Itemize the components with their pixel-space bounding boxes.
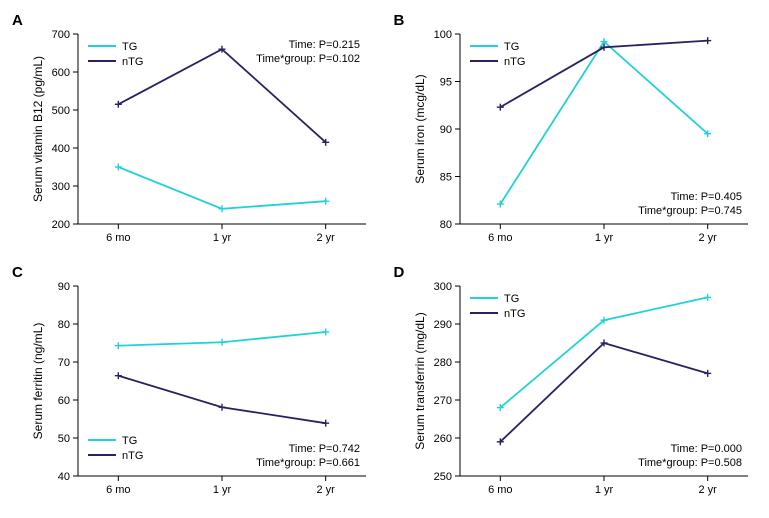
svg-text:nTG: nTG <box>122 56 143 68</box>
svg-text:1 yr: 1 yr <box>213 484 232 496</box>
panel-B: B 80 85 90 95 100 6 mo 1 yr 2 yr Serum iron (mcg… <box>394 12 758 254</box>
panel-D: D 250 260 270 280 290 300 6 mo 1 yr 2 yr Serum tr… <box>394 264 758 506</box>
chart-grid: A 200 300 400 500 600 700 6 mo 1 yr 2 yr Serum vi… <box>12 12 757 506</box>
svg-text:Serum vitamin B12 (pg/mL): Serum vitamin B12 (pg/mL) <box>31 56 45 202</box>
svg-text:nTG: nTG <box>122 450 143 462</box>
svg-text:Time*group: P=0.661: Time*group: P=0.661 <box>256 457 360 469</box>
panel-B-chart: 80 85 90 95 100 6 mo 1 yr 2 yr Serum iron (mcg/d… <box>410 28 754 250</box>
svg-text:TG: TG <box>504 41 519 53</box>
svg-text:50: 50 <box>58 433 70 445</box>
svg-text:Time: P=0.215: Time: P=0.215 <box>289 39 360 51</box>
svg-text:Time: P=0.405: Time: P=0.405 <box>670 191 741 203</box>
svg-text:600: 600 <box>52 67 70 79</box>
svg-text:Serum iron (mcg/dL): Serum iron (mcg/dL) <box>413 74 427 183</box>
svg-text:280: 280 <box>433 357 451 369</box>
svg-text:6 mo: 6 mo <box>488 232 512 244</box>
svg-text:2 yr: 2 yr <box>698 232 717 244</box>
svg-text:1 yr: 1 yr <box>594 232 613 244</box>
svg-text:250: 250 <box>433 471 451 483</box>
svg-text:1 yr: 1 yr <box>213 232 232 244</box>
svg-text:TG: TG <box>504 293 519 305</box>
svg-text:nTG: nTG <box>504 308 525 320</box>
svg-text:Time: P=0.000: Time: P=0.000 <box>670 443 741 455</box>
svg-text:300: 300 <box>52 181 70 193</box>
panel-C-label: C <box>12 264 23 281</box>
panel-D-label: D <box>394 264 405 281</box>
panel-A-chart: 200 300 400 500 600 700 6 mo 1 yr 2 yr Serum vita… <box>28 28 372 250</box>
svg-text:Time*group: P=0.508: Time*group: P=0.508 <box>638 457 742 469</box>
svg-text:1 yr: 1 yr <box>594 484 613 496</box>
svg-text:nTG: nTG <box>504 56 525 68</box>
svg-text:90: 90 <box>439 124 451 136</box>
svg-text:60: 60 <box>58 395 70 407</box>
svg-text:TG: TG <box>122 41 137 53</box>
svg-text:2 yr: 2 yr <box>698 484 717 496</box>
svg-text:85: 85 <box>439 172 451 184</box>
svg-text:6 mo: 6 mo <box>488 484 512 496</box>
svg-text:Time*group: P=0.745: Time*group: P=0.745 <box>638 205 742 217</box>
panel-C: C 40 50 60 70 80 90 6 mo 1 yr 2 yr Serum ferritin… <box>12 264 376 506</box>
svg-text:260: 260 <box>433 433 451 445</box>
svg-text:80: 80 <box>58 319 70 331</box>
svg-text:270: 270 <box>433 395 451 407</box>
svg-text:500: 500 <box>52 105 70 117</box>
svg-text:80: 80 <box>439 219 451 231</box>
panel-C-chart: 40 50 60 70 80 90 6 mo 1 yr 2 yr Serum ferritin (… <box>28 280 372 502</box>
svg-text:6 mo: 6 mo <box>106 232 130 244</box>
svg-text:2 yr: 2 yr <box>317 232 336 244</box>
svg-text:TG: TG <box>122 435 137 447</box>
svg-text:90: 90 <box>58 281 70 293</box>
svg-text:200: 200 <box>52 219 70 231</box>
panel-D-chart: 250 260 270 280 290 300 6 mo 1 yr 2 yr Serum tran… <box>410 280 754 502</box>
svg-text:6 mo: 6 mo <box>106 484 130 496</box>
panel-A: A 200 300 400 500 600 700 6 mo 1 yr 2 yr Serum vi… <box>12 12 376 254</box>
svg-text:70: 70 <box>58 357 70 369</box>
svg-text:Time*group: P=0.102: Time*group: P=0.102 <box>256 53 360 65</box>
svg-text:2 yr: 2 yr <box>317 484 336 496</box>
svg-text:Serum transferrin (mg/dL): Serum transferrin (mg/dL) <box>413 312 427 449</box>
svg-text:290: 290 <box>433 319 451 331</box>
svg-text:400: 400 <box>52 143 70 155</box>
panel-A-label: A <box>12 12 23 29</box>
panel-B-label: B <box>394 12 405 29</box>
svg-text:40: 40 <box>58 471 70 483</box>
svg-text:300: 300 <box>433 281 451 293</box>
svg-text:Time: P=0.742: Time: P=0.742 <box>289 443 360 455</box>
svg-text:Serum ferritin (ng/mL): Serum ferritin (ng/mL) <box>31 323 45 440</box>
svg-text:95: 95 <box>439 77 451 89</box>
svg-text:100: 100 <box>433 29 451 41</box>
svg-text:700: 700 <box>52 29 70 41</box>
